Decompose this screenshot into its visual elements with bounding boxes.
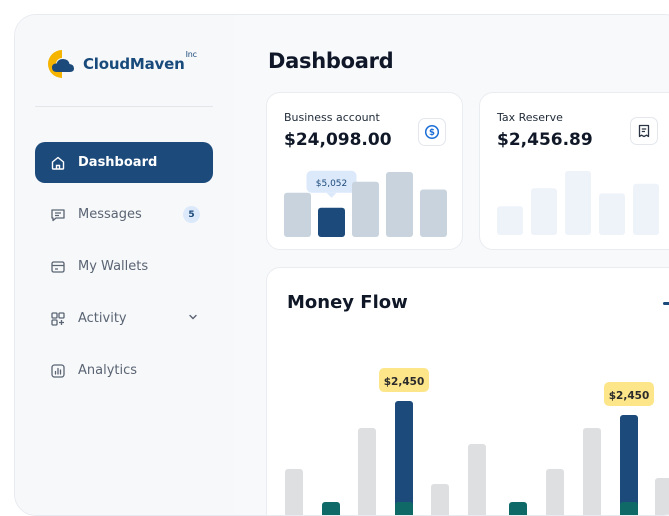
app-window: CloudMavenInc Dashboard Messages 5: [14, 14, 669, 516]
sidebar-item-label: Messages: [78, 207, 142, 222]
sidebar-item-activity[interactable]: Activity: [35, 298, 213, 339]
sidebar-item-label: Dashboard: [78, 155, 158, 170]
money-flow-title: Money Flow: [287, 292, 408, 313]
tax-reserve-card[interactable]: Tax Reserve $2,456.89: [479, 92, 669, 250]
bar-2: [565, 171, 591, 235]
flow-bar-0: [285, 469, 303, 515]
sidebar-item-messages[interactable]: Messages 5: [35, 194, 213, 235]
activity-icon: [49, 310, 67, 328]
svg-text:$: $: [429, 128, 435, 138]
tooltip-label: $5,052: [316, 179, 348, 189]
sidebar-item-label: My Wallets: [78, 259, 149, 274]
tooltip-bubble: [306, 170, 357, 193]
flow-bar-2: [358, 428, 376, 515]
flow-bar-4: [431, 484, 449, 515]
bar-4: [633, 183, 659, 235]
page-title: Dashboard: [268, 49, 394, 73]
sidebar-item-label: Analytics: [78, 363, 138, 378]
business-mini-chart: $5,052: [284, 170, 447, 237]
main-content: Dashboard Business account $24,098.00 $ …: [235, 15, 669, 515]
flow-bar-segment-3: [395, 502, 413, 515]
business-account-card[interactable]: Business account $24,098.00 $ $5,052: [266, 92, 463, 250]
bar-0: [284, 192, 311, 237]
flow-bar-8: [583, 428, 601, 515]
card-value: $24,098.00: [284, 130, 392, 150]
sidebar-item-analytics[interactable]: Analytics: [35, 350, 213, 391]
dollar-circle-icon[interactable]: $: [418, 118, 446, 146]
card-label: Tax Reserve: [497, 111, 563, 124]
cloud-logo-icon: [48, 50, 74, 78]
card-label: Business account: [284, 111, 380, 124]
sidebar-item-my-wallets[interactable]: My Wallets: [35, 246, 213, 287]
value-label-bubble: [604, 382, 654, 406]
analytics-icon: [49, 362, 67, 380]
sidebar: CloudMavenInc Dashboard Messages 5: [15, 15, 235, 515]
bar-0: [497, 206, 523, 235]
flow-bar-3: [395, 401, 413, 515]
value-label: $2,450: [609, 390, 650, 402]
sidebar-divider: [35, 106, 213, 107]
sidebar-item-label: Activity: [78, 311, 127, 326]
bar-4: [420, 189, 447, 237]
flow-bar-segment-9: [620, 502, 638, 515]
flow-bar-9: [620, 415, 638, 515]
receipt-icon[interactable]: [630, 117, 658, 145]
money-flow-card: Money Flow $2,450 $2,450: [266, 267, 669, 515]
flow-bar-segment-1: [322, 502, 340, 515]
legend-marker: [663, 302, 669, 305]
card-value: $2,456.89: [497, 130, 593, 150]
flow-bar-segment-6: [509, 502, 527, 515]
flow-bar-5: [468, 444, 486, 515]
wallet-icon: [49, 258, 67, 276]
bar-2: [352, 181, 379, 237]
bar-1: [531, 188, 557, 235]
sidebar-nav: Dashboard Messages 5 My Wallets Acti: [35, 142, 213, 402]
bar-3: [386, 172, 413, 237]
home-icon: [49, 154, 67, 172]
tooltip-pointer: [326, 192, 337, 198]
sidebar-item-dashboard[interactable]: Dashboard: [35, 142, 213, 183]
bar-3: [599, 193, 625, 235]
messages-count-badge: 5: [183, 206, 200, 223]
tax-mini-chart: [497, 171, 659, 235]
money-flow-chart: $2,450 $2,450: [285, 368, 669, 515]
brand-name: CloudMavenInc: [83, 50, 197, 73]
chevron-down-icon[interactable]: [187, 311, 199, 327]
bar-1: [318, 207, 345, 237]
message-icon: [49, 206, 67, 224]
value-label: $2,450: [384, 376, 425, 388]
value-label-bubble: [379, 368, 429, 392]
brand-logo[interactable]: CloudMavenInc: [46, 48, 197, 80]
flow-bar-10: [655, 478, 669, 515]
flow-bar-7: [546, 469, 564, 515]
